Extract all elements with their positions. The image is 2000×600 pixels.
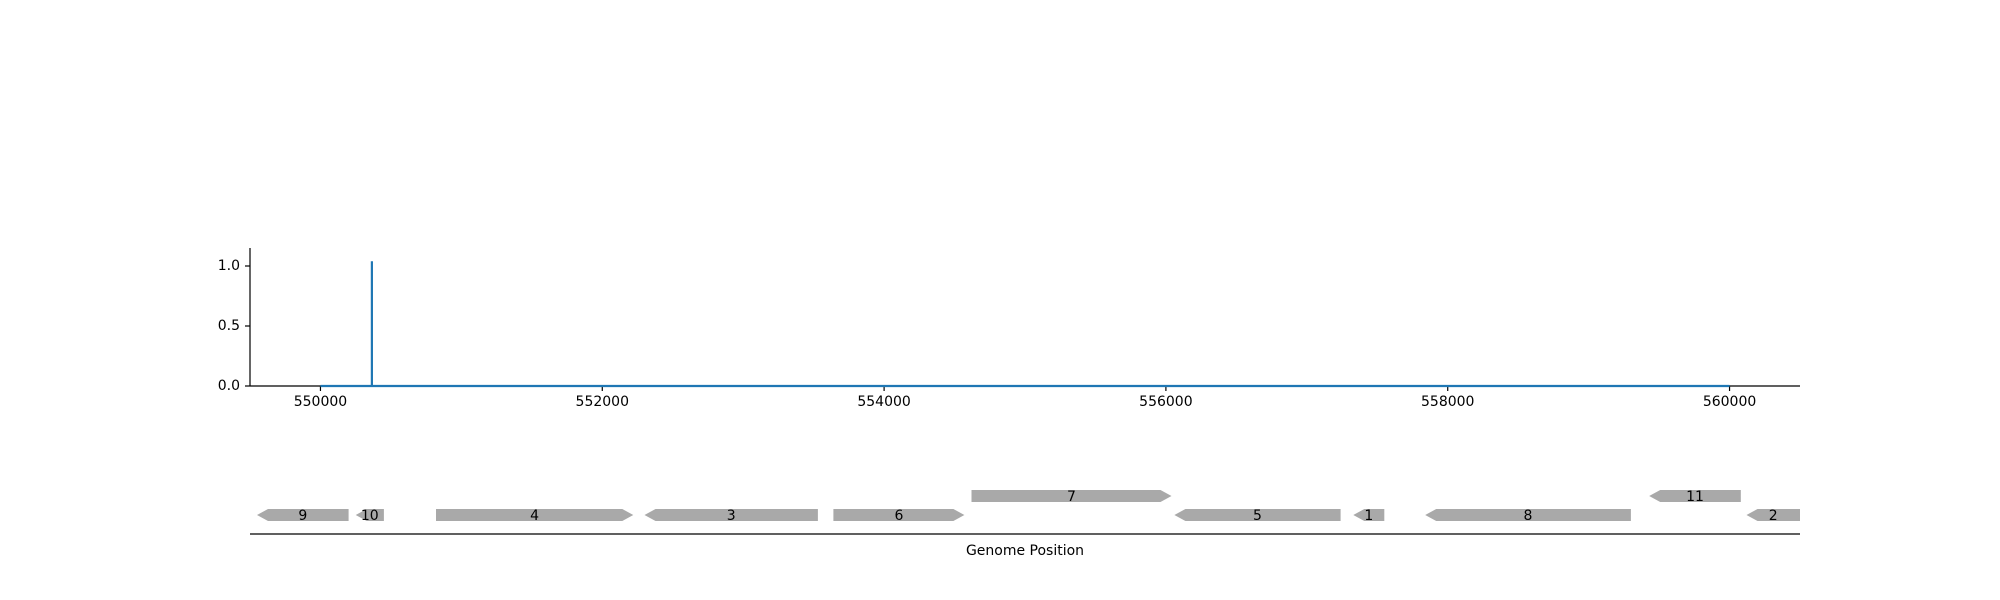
gene-label-8: 8 <box>1524 508 1533 524</box>
x-tick-label: 558000 <box>1421 394 1474 410</box>
x-tick-label: 556000 <box>1139 394 1192 410</box>
signal-plot: 0.0 0.5 1.0 550000 552000 554000 556000 558000… <box>218 248 1800 410</box>
y-tick-label: 0.0 <box>218 378 240 394</box>
gene-label-6: 6 <box>894 508 903 524</box>
series-line-signal <box>320 261 1730 388</box>
gene-arrow-7 <box>971 490 1172 502</box>
gene-arrow-1 <box>1353 509 1385 521</box>
x-tick-label: 550000 <box>294 394 347 410</box>
gene-arrow-3 <box>644 509 818 521</box>
gene-arrows: 9 10 4 3 6 7 5 1 8 11 2 <box>257 489 1800 524</box>
gene-label-10: 10 <box>361 508 379 524</box>
gene-label-1: 1 <box>1364 508 1373 524</box>
x-tick-label: 560000 <box>1703 394 1756 410</box>
gene-label-11: 11 <box>1686 489 1704 505</box>
gene-arrow-9 <box>257 509 349 521</box>
gene-arrow-4 <box>436 509 634 521</box>
gene-arrow-8 <box>1425 509 1631 521</box>
y-ticks: 0.0 0.5 1.0 <box>218 258 250 394</box>
gene-arrow-6 <box>833 509 965 521</box>
gene-label-9: 9 <box>298 508 307 524</box>
gene-label-5: 5 <box>1253 508 1262 524</box>
x-tick-label: 554000 <box>857 394 910 410</box>
gene-label-7: 7 <box>1067 489 1076 505</box>
gene-track-xlabel: Genome Position <box>966 543 1084 559</box>
gene-arrow-5 <box>1174 509 1341 521</box>
series-group <box>320 261 1730 388</box>
gene-arrow-10 <box>355 509 384 521</box>
gene-label-2: 2 <box>1769 508 1778 524</box>
gene-arrow-2 <box>1746 509 1800 521</box>
x-tick-label: 552000 <box>576 394 629 410</box>
gene-label-4: 4 <box>530 508 539 524</box>
gene-track: 9 10 4 3 6 7 5 1 8 11 2 Genome Position <box>250 489 1800 559</box>
gene-arrow-11 <box>1649 490 1741 502</box>
gene-label-3: 3 <box>727 508 736 524</box>
y-tick-label: 1.0 <box>218 258 240 274</box>
x-ticks: 550000 552000 554000 556000 558000 560000 <box>294 386 1756 410</box>
y-tick-label: 0.5 <box>218 318 240 334</box>
